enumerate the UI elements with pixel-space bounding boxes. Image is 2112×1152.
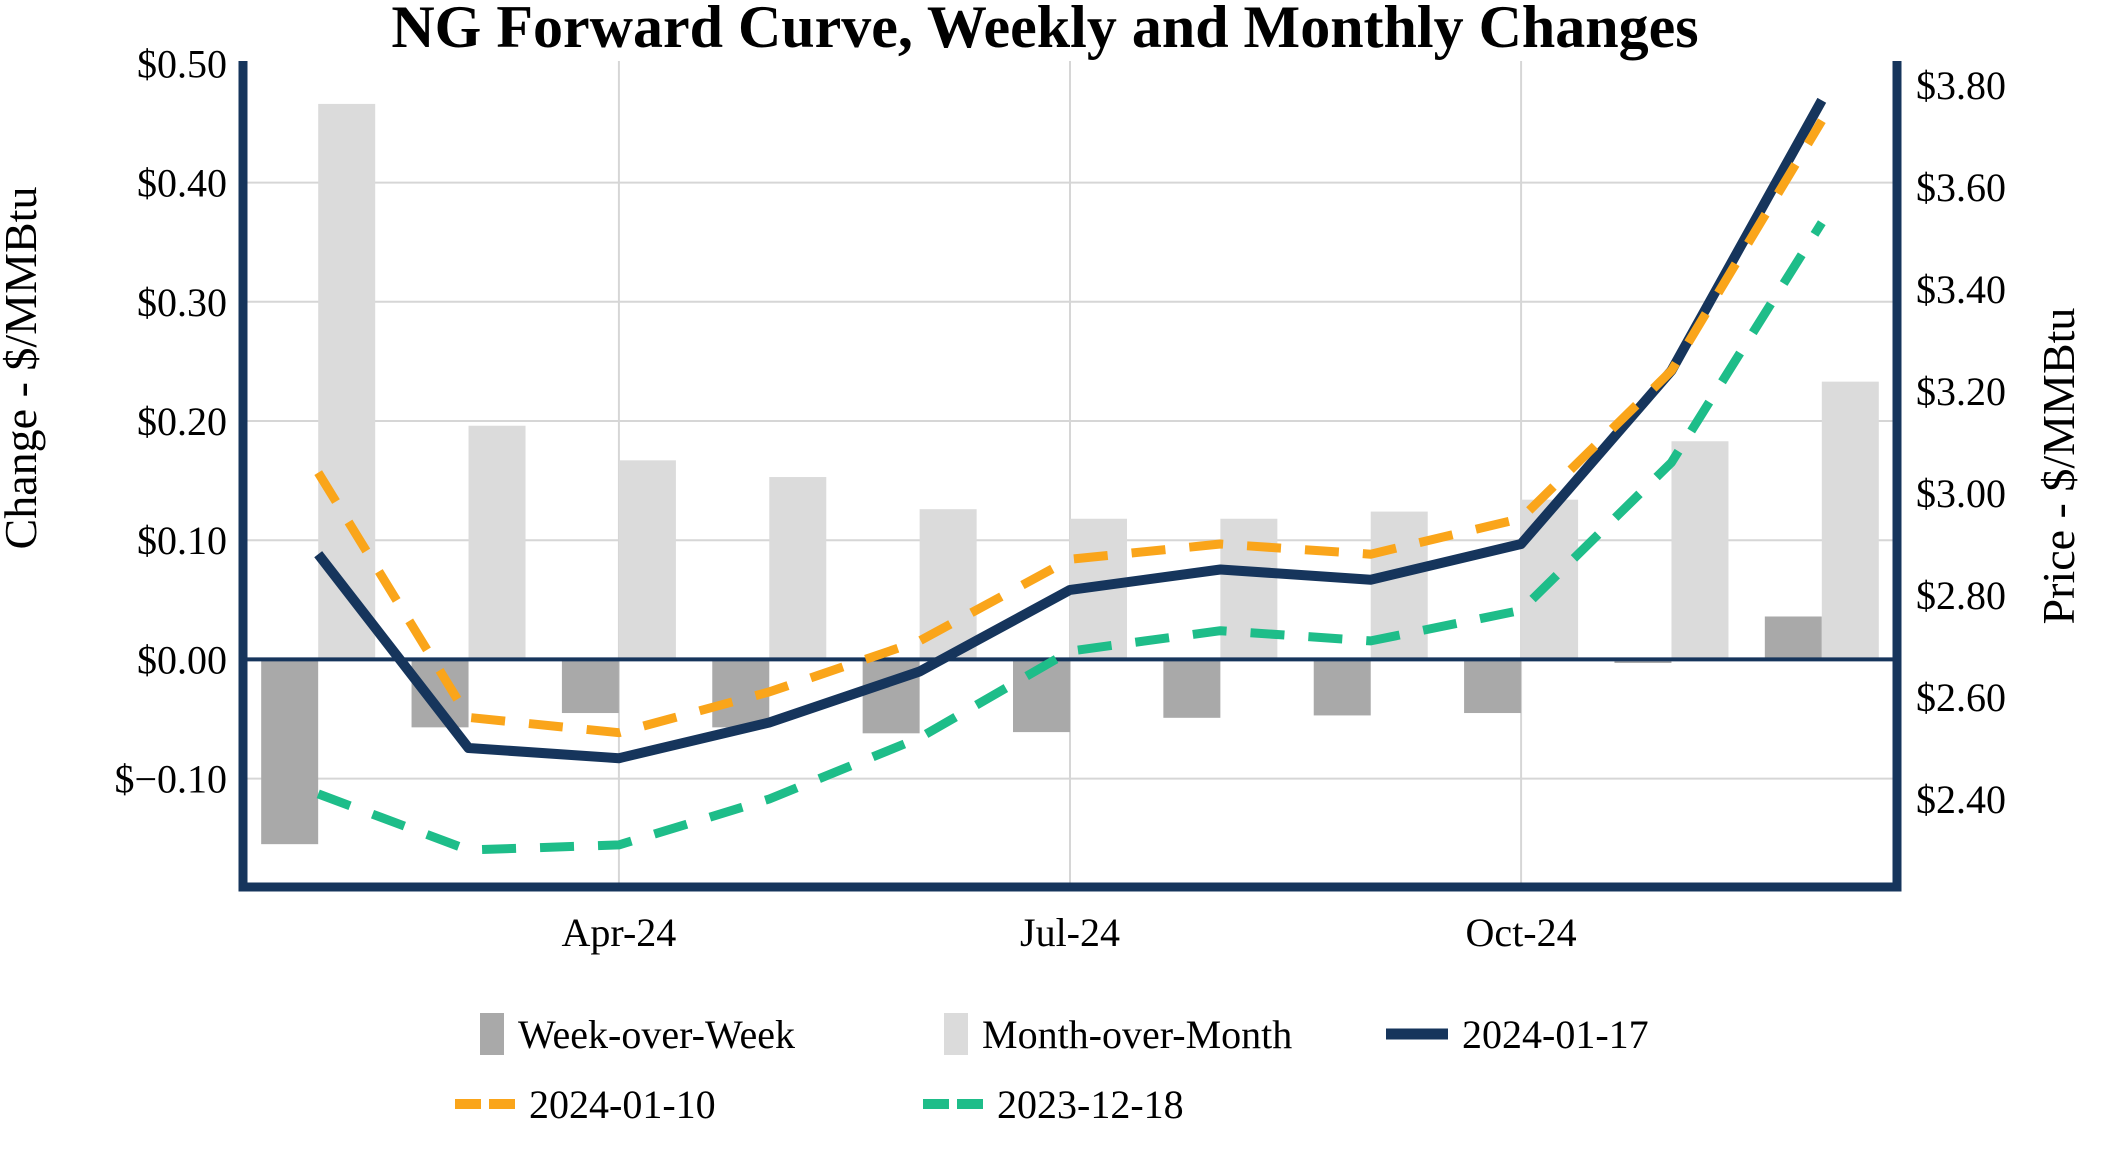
legend-item-week-over-week: Week-over-Week [480,1012,795,1057]
legend-item-2024-01-10: 2024-01-10 [455,1082,716,1127]
axes [238,61,1902,892]
legend-item-month-over-month: Month-over-Month [944,1012,1292,1057]
legend-label: 2024-01-17 [1462,1012,1649,1057]
left-tick-label: $−0.10 [114,757,227,802]
legend-label: 2024-01-10 [529,1082,716,1127]
bar-week-over-week-Apr-24 [561,659,619,714]
right-tick-label: $2.60 [1916,675,2006,720]
bar-week-over-week-Feb-24 [261,659,319,845]
legend-item-2023-12-18: 2023-12-18 [923,1082,1184,1127]
line-2024-01-10 [314,118,1826,738]
left-tick-label: $0.50 [137,41,227,86]
legend-item-2024-01-17: 2024-01-17 [1386,1012,1649,1057]
legend-bar-swatch [944,1013,968,1055]
bar-week-over-week-Sep-24 [1313,659,1371,716]
right-tick-label: $3.20 [1916,369,2006,414]
left-tick-label: $0.30 [137,280,227,325]
left-axis-title: Change - $/MMBtu [0,187,46,550]
line-series [314,97,1827,855]
titles: NG Forward Curve, Weekly and Monthly Cha… [0,0,2084,624]
right-tick-label: $3.60 [1916,165,2006,210]
x-tick-label: Apr-24 [562,910,677,955]
bar-month-over-month-Feb-24 [318,103,376,660]
left-tick-label: $0.40 [137,161,227,206]
legend-label: Week-over-Week [518,1012,795,1057]
chart-title: NG Forward Curve, Weekly and Monthly Cha… [391,0,1698,60]
right-tick-label: $2.40 [1916,777,2006,822]
bar-series-month-over-month [318,103,1879,660]
bar-week-over-week-Aug-24 [1163,659,1221,718]
line-2024-01-17 [314,97,1827,764]
right-tick-label: $3.40 [1916,267,2006,312]
legend-label: Month-over-Month [982,1012,1292,1057]
x-tick-label: Oct-24 [1466,910,1577,955]
bar-week-over-week-Dec-24 [1764,616,1822,660]
tick-labels: $0.50 $0.40 $0.30 $0.20 $0.10 $0.00 $−0.10 $3.8… [114,41,2006,955]
bar-series-week-over-week [261,616,1822,845]
bar-month-over-month-Nov-24 [1671,441,1729,660]
legend-label: 2023-12-18 [997,1082,1184,1127]
left-tick-label: $0.00 [137,637,227,682]
bar-month-over-month-May-24 [769,477,827,660]
right-axis-title: Price - $/MMBtu [2033,308,2084,625]
legend-bar-swatch [480,1013,504,1055]
x-tick-label: Jul-24 [1020,910,1120,955]
line-2023-12-18 [316,220,1826,855]
right-tick-label: $3.80 [1916,63,2006,108]
left-tick-label: $0.10 [137,518,227,563]
legend: Week-over-Week Month-over-Month 2024-01-17… [455,1012,1649,1127]
bar-month-over-month-Dec-24 [1821,381,1879,660]
bar-week-over-week-Oct-24 [1464,659,1522,714]
right-tick-label: $2.80 [1916,573,2006,618]
bar-month-over-month-Mar-24 [468,425,526,660]
left-tick-label: $0.20 [137,399,227,444]
right-tick-label: $3.00 [1916,471,2006,516]
bar-month-over-month-Apr-24 [618,460,676,660]
